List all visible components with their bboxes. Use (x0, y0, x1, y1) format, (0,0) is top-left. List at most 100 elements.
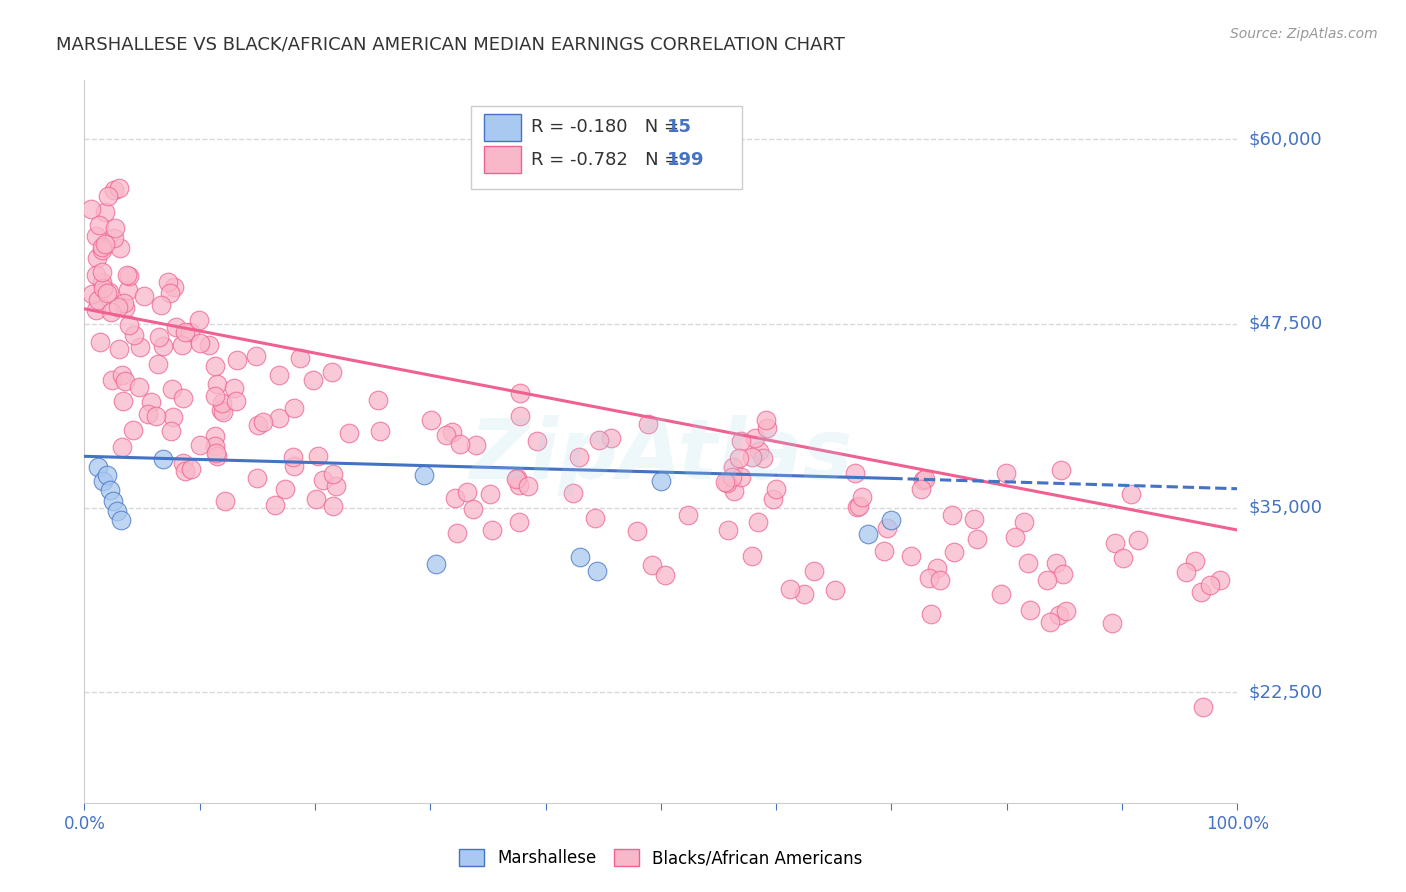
Point (626, 524, 648, 538)
Point (86, 228, 108, 243)
Point (89, 335, 111, 350)
Point (995, 466, 1018, 480)
Point (441, 425, 464, 439)
Point (900, 549, 922, 564)
Point (425, 557, 447, 571)
Point (114, 375, 136, 389)
Point (107, 181, 129, 195)
Point (568, 450, 591, 465)
Point (302, 373, 325, 387)
Point (586, 564, 609, 578)
Point (128, 340, 150, 354)
Point (111, 368, 134, 382)
Point (118, 268, 141, 283)
Point (449, 437, 471, 451)
Point (91, 475, 114, 489)
Point (252, 415, 274, 429)
Point (517, 478, 540, 492)
Point (104, 221, 127, 235)
Point (876, 521, 898, 535)
Point (97, 285, 120, 299)
Point (172, 391, 194, 405)
Point (337, 425, 360, 440)
Point (211, 405, 233, 419)
Point (443, 491, 465, 505)
Point (730, 470, 752, 484)
Point (91, 280, 114, 294)
Point (508, 477, 530, 491)
Point (288, 351, 311, 365)
Point (87, 219, 110, 233)
Point (721, 469, 744, 483)
Point (304, 491, 326, 506)
Point (1050, 463, 1073, 477)
Point (103, 183, 125, 197)
Point (86, 293, 108, 307)
Point (1184, 554, 1206, 568)
Point (446, 526, 468, 541)
Point (117, 268, 139, 283)
Point (267, 368, 290, 383)
Point (367, 392, 389, 407)
Point (246, 470, 269, 484)
Point (717, 523, 740, 537)
Point (583, 511, 606, 525)
Point (744, 431, 766, 445)
Point (730, 434, 752, 449)
Point (103, 230, 125, 244)
Point (207, 449, 229, 463)
Text: $35,000: $35,000 (1249, 499, 1323, 516)
Text: MARSHALLESE VS BLACK/AFRICAN AMERICAN MEDIAN EARNINGS CORRELATION CHART: MARSHALLESE VS BLACK/AFRICAN AMERICAN ME… (56, 36, 845, 54)
Point (943, 544, 966, 558)
Text: R = -0.782   N =: R = -0.782 N = (530, 151, 685, 169)
Point (283, 450, 305, 465)
Point (637, 417, 659, 431)
Point (134, 289, 156, 303)
Point (90, 265, 112, 279)
Point (111, 441, 134, 455)
Point (321, 365, 343, 379)
Point (1191, 699, 1213, 714)
Point (96, 286, 118, 301)
Point (107, 300, 129, 314)
Point (465, 438, 488, 452)
Point (80, 202, 103, 216)
Point (728, 450, 751, 465)
Point (858, 527, 880, 541)
FancyBboxPatch shape (485, 113, 522, 141)
FancyBboxPatch shape (485, 146, 522, 173)
Point (267, 410, 290, 425)
Point (246, 417, 269, 432)
Point (205, 377, 228, 392)
Point (880, 513, 903, 527)
Point (204, 429, 226, 443)
Point (561, 486, 583, 500)
Point (963, 512, 986, 526)
Point (180, 461, 202, 475)
Point (82, 286, 104, 301)
Point (506, 471, 529, 485)
Point (748, 443, 770, 458)
Point (600, 431, 623, 445)
Point (505, 472, 527, 486)
Point (721, 459, 744, 474)
Point (910, 482, 932, 496)
Point (793, 587, 815, 601)
Point (741, 450, 763, 465)
Point (264, 498, 287, 512)
Point (307, 449, 329, 463)
Point (1004, 530, 1026, 544)
Point (204, 389, 226, 403)
Point (990, 587, 1012, 601)
Text: $22,500: $22,500 (1249, 683, 1323, 701)
Point (569, 549, 592, 564)
Point (160, 424, 183, 438)
Point (198, 338, 221, 352)
Point (145, 409, 167, 423)
Point (1121, 487, 1143, 501)
Text: $47,500: $47,500 (1249, 315, 1323, 333)
Point (509, 409, 531, 424)
Point (94, 205, 117, 219)
Point (111, 393, 134, 408)
Point (762, 492, 785, 507)
